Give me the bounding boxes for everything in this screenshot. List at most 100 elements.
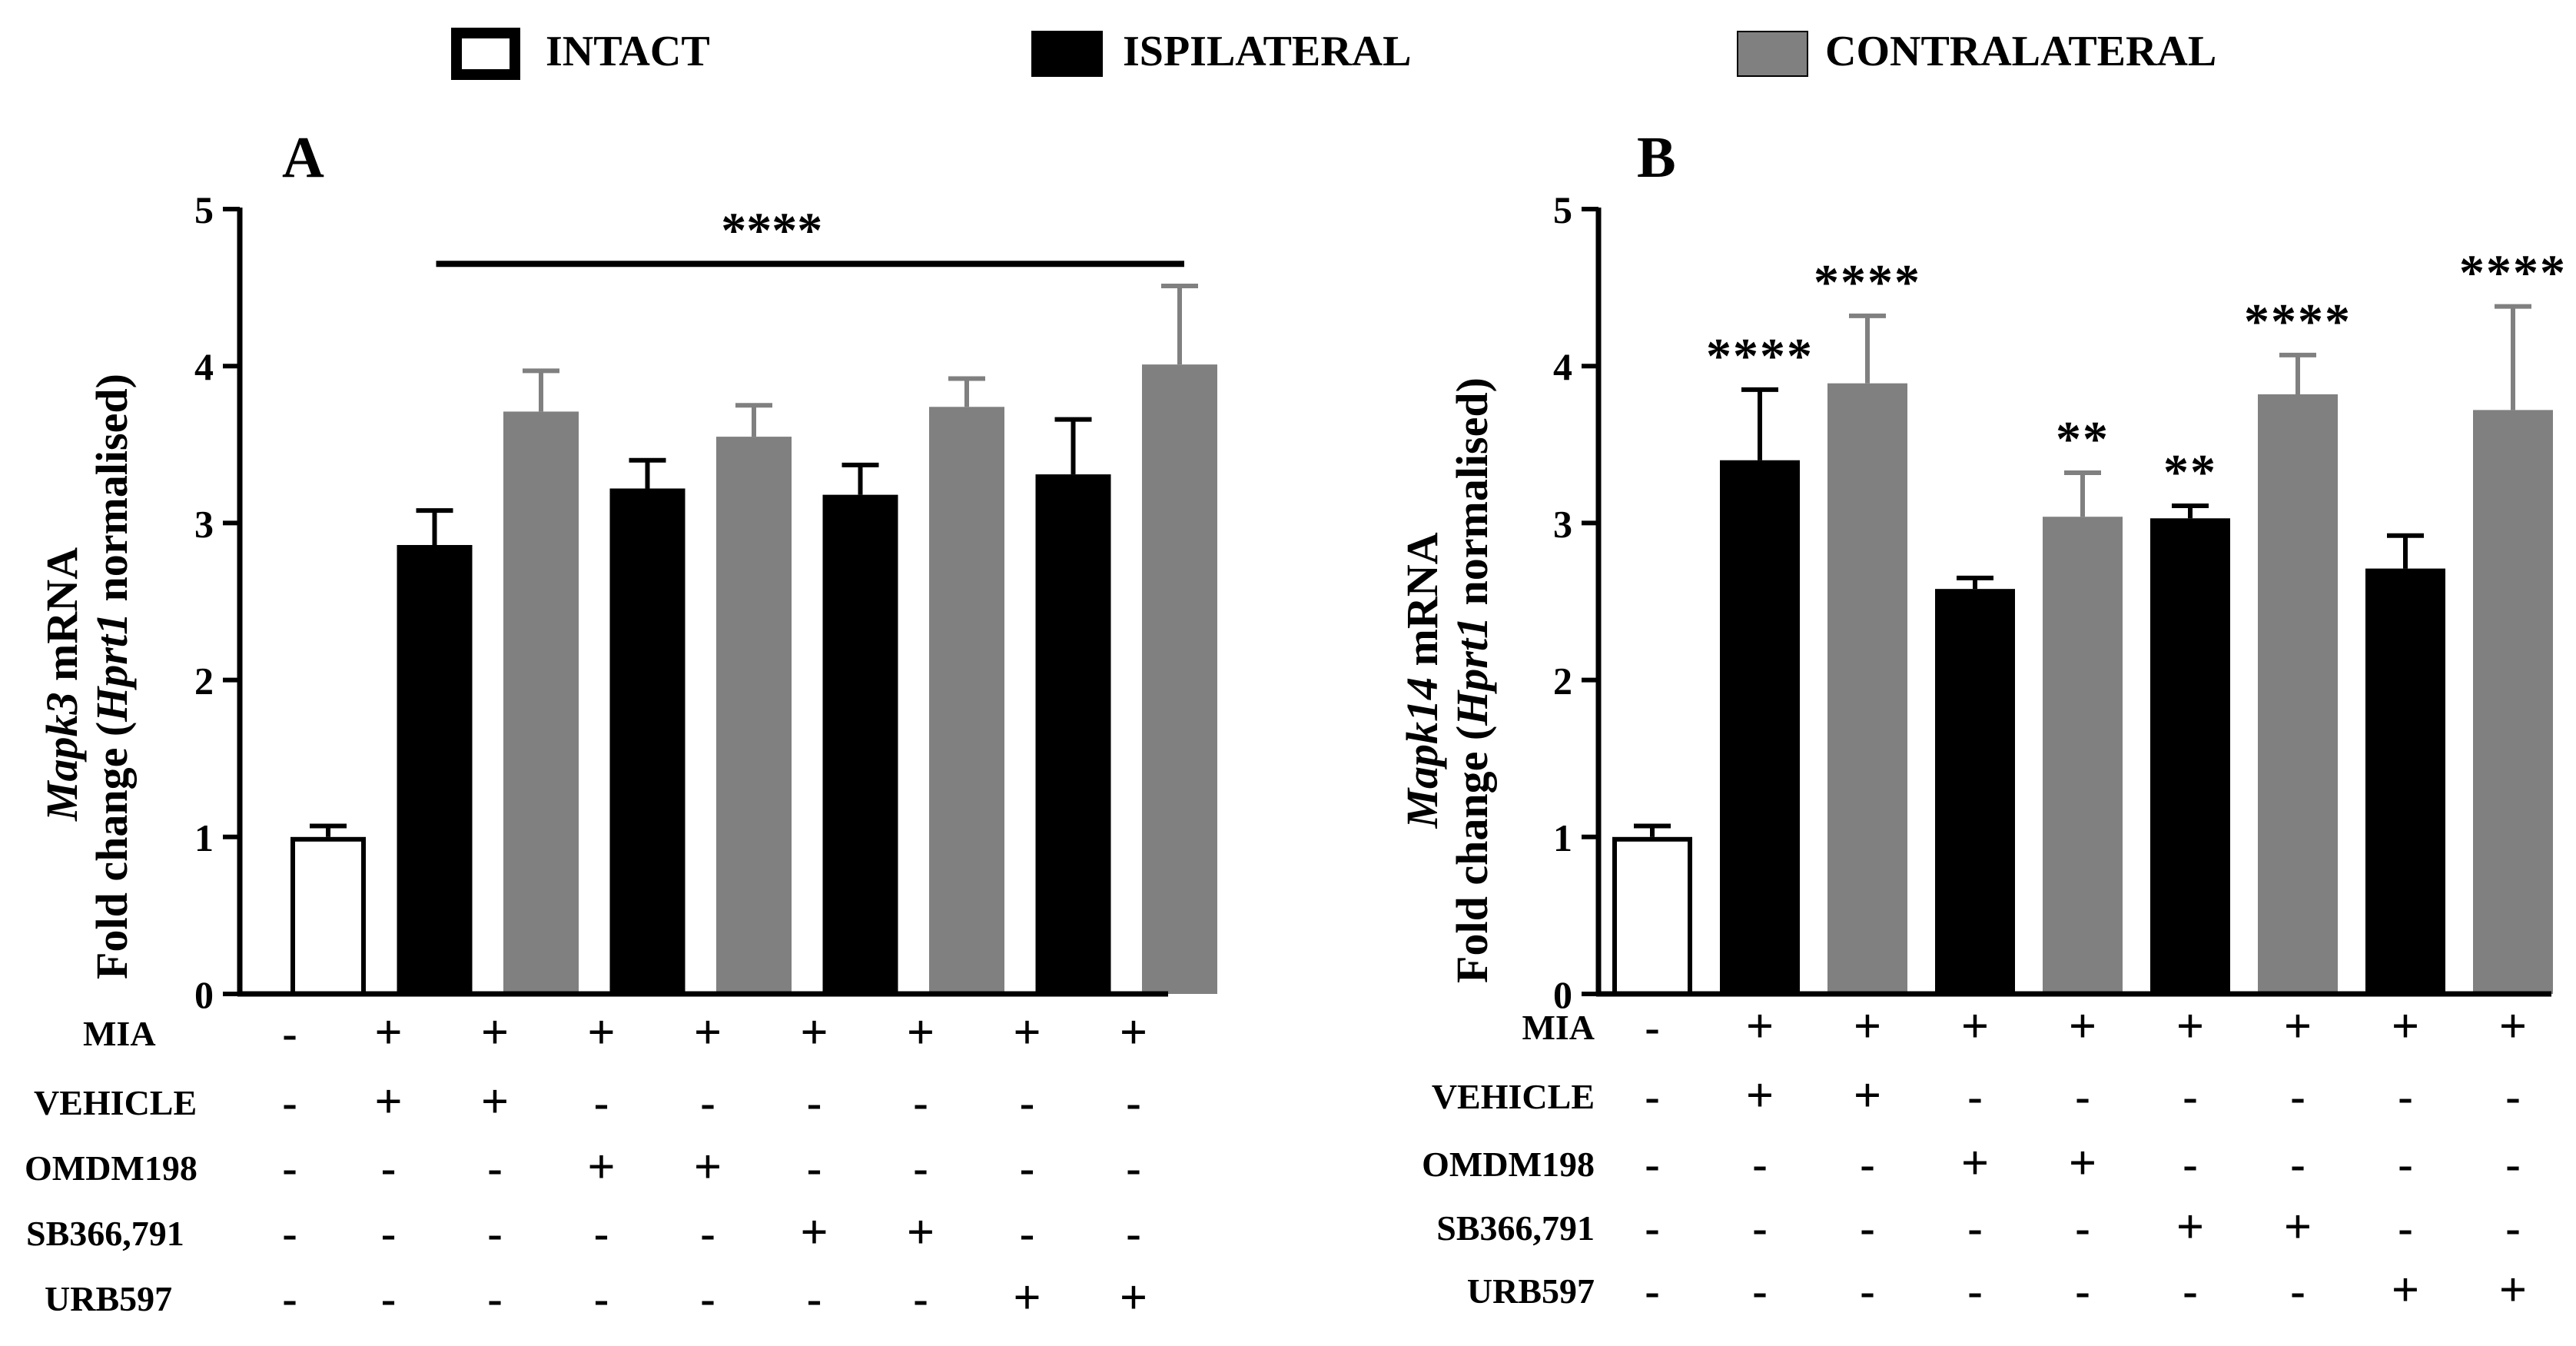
- panel-b-significance: ****: [1706, 328, 1814, 384]
- panel-a-treatment-label: SB366,791: [26, 1214, 184, 1253]
- panel-a-y-tick-label: 4: [194, 345, 214, 388]
- panel-b-treatment-sign: -: [1860, 1139, 1874, 1189]
- panel-a-y-tick-label: 0: [194, 973, 214, 1016]
- panel-a-treatment-sign: +: [907, 1005, 934, 1059]
- panel-a-treatment-table: MIA - + + + + + + + + VEHICLE - + + - - - - - - OMDM198 - - - + +…: [25, 1005, 1147, 1324]
- panel-a-bar-ipsilateral: [397, 544, 473, 994]
- panel-b-treatment-sign: -: [2398, 1139, 2412, 1189]
- panel-b-treatment-sign: +: [2069, 1135, 2096, 1190]
- panel-b-treatment-sign: -: [1967, 1072, 1982, 1122]
- panel-b: B Mapk14 mRNA Fold change (Hprt1 normali…: [1397, 125, 2567, 1317]
- panel-b-treatment-sign: -: [2398, 1203, 2412, 1253]
- panel-a-treatment-sign: -: [381, 1143, 396, 1193]
- panel-b-treatment-label: SB366,791: [1436, 1208, 1595, 1248]
- panel-a-treatment-sign: -: [282, 1078, 297, 1128]
- panel-a-treatment-sign: +: [481, 1074, 509, 1128]
- legend-label-ipsilateral: ISPILATERAL: [1123, 28, 1412, 75]
- panel-b-y-ticks: 0 1 2 3 4 5: [1553, 188, 1598, 1016]
- panel-a-treatment-sign: +: [1120, 1270, 1147, 1324]
- panel-b-ylabel-suffix: mRNA: [1397, 532, 1447, 677]
- panel-b-treatment-sign: -: [2183, 1139, 2197, 1189]
- panel-a-annotations: ****: [436, 202, 1184, 268]
- panel-b-y-tick-label: 3: [1553, 502, 1572, 545]
- panel-b-treatment-label: OMDM198: [1422, 1145, 1595, 1184]
- panel-b-treatment-sign: +: [1854, 1068, 1881, 1122]
- panel-b-treatment-sign: -: [2183, 1266, 2197, 1316]
- panel-b-treatment-sign: -: [1967, 1203, 1982, 1253]
- panel-a-treatment-sign: -: [913, 1143, 928, 1193]
- panel-a-treatment-label: MIA: [83, 1014, 156, 1053]
- panel-b-bar-ipsilateral: [2150, 518, 2230, 994]
- panel-b-treatment-sign: +: [1746, 1068, 1774, 1122]
- panel-b-treatment-label: URB597: [1467, 1271, 1595, 1311]
- panel-b-treatment-sign: -: [1967, 1266, 1982, 1316]
- panel-b-treatment-sign: -: [2505, 1139, 2520, 1189]
- legend-swatch-intact: [451, 28, 520, 80]
- legend-entry-contralateral: CONTRALATERAL: [1737, 28, 2216, 77]
- panel-a-treatment-sign: +: [1120, 1005, 1147, 1059]
- panel-a-treatment-sign: -: [913, 1078, 928, 1128]
- panel-a-treatment-sign: +: [1013, 1005, 1041, 1059]
- panel-b-treatment-sign: +: [2176, 1199, 2204, 1254]
- panel-a-treatment-sign: -: [594, 1274, 609, 1324]
- panel-b-treatment-sign: -: [1752, 1203, 1767, 1253]
- panel-b-treatment-sign: -: [2398, 1072, 2412, 1122]
- panel-b-treatment-sign: -: [2075, 1266, 2090, 1316]
- panel-b-letter: B: [1637, 125, 1676, 190]
- panel-a-ylabel-2: Fold change (Hprt1 normalised): [87, 374, 137, 979]
- panel-a-bar-contralateral: [929, 407, 1004, 994]
- panel-a-treatment-sign: +: [800, 1005, 828, 1059]
- panel-a-treatment-sign: -: [1126, 1078, 1140, 1128]
- legend-label-contralateral: CONTRALATERAL: [1825, 28, 2216, 75]
- panel-a-treatment-sign: -: [700, 1274, 715, 1324]
- panel-a-treatment-sign: -: [1020, 1078, 1034, 1128]
- panel-b-ylabel-2: Fold change (Hprt1 normalised): [1447, 377, 1497, 983]
- panel-b-y-tick-label: 1: [1553, 816, 1572, 859]
- panel-b-treatment-sign: -: [1645, 1203, 1659, 1253]
- panel-b-treatment-sign: +: [1746, 999, 1774, 1053]
- panel-b-significance: **: [2163, 444, 2217, 500]
- legend-label-intact: INTACT: [546, 28, 710, 75]
- panel-b-treatment-sign: +: [1961, 1135, 1989, 1190]
- panel-b-treatment-sign: +: [2284, 999, 2312, 1053]
- panel-a-treatment-sign: -: [1126, 1143, 1140, 1193]
- panel-a-treatment-sign: +: [694, 1139, 722, 1194]
- legend-swatch-ipsilateral: [1031, 31, 1103, 77]
- panel-b-treatment-table: MIA - + + + + + + + + VEHICLE - + + - - - - - - OMDM198 - - - + +…: [1422, 999, 2527, 1317]
- panel-b-treatment-sign: -: [2075, 1203, 2090, 1253]
- panel-a-treatment-sign: -: [807, 1274, 822, 1324]
- panel-b-significance: ****: [2459, 245, 2567, 301]
- panel-a-y-tick-label: 3: [194, 502, 214, 545]
- panel-b-y-tick-label: 0: [1553, 973, 1572, 1016]
- panel-a-treatment-sign: -: [487, 1274, 502, 1324]
- panel-a-bracket-label: ****: [721, 202, 822, 258]
- panel-b-treatment-sign: -: [1752, 1139, 1767, 1189]
- panel-b-error-bars: [1634, 304, 2531, 837]
- panel-a-bar-contralateral: [1142, 364, 1217, 995]
- panel-b-treatment-sign: -: [2290, 1266, 2305, 1316]
- panel-a-treatment-sign: -: [700, 1208, 715, 1258]
- panel-a-ylabel: Mapk3 mRNA: [37, 547, 87, 822]
- panel-b-treatment-sign: +: [2069, 999, 2096, 1053]
- panel-b-treatment-sign: -: [1645, 1139, 1659, 1189]
- panel-a-treatment-sign: +: [587, 1139, 615, 1194]
- panel-a-treatment-sign: -: [381, 1274, 396, 1324]
- panel-a-treatment-sign: +: [1013, 1270, 1041, 1324]
- panel-a-treatment-label: OMDM198: [25, 1148, 198, 1188]
- panel-b-treatment-sign: +: [2499, 999, 2527, 1053]
- panel-a-treatment-sign: -: [282, 1208, 297, 1258]
- panel-b-ylabel: Mapk14 mRNA: [1397, 532, 1447, 829]
- panel-b-bar-contralateral: [2043, 517, 2123, 994]
- panel-b-ylabel2-prefix: Fold change (: [1447, 726, 1497, 983]
- panel-a-treatment-sign: -: [487, 1143, 502, 1193]
- panel-a-letter: A: [282, 125, 324, 190]
- panel-a-ylabel-suffix: mRNA: [37, 547, 87, 693]
- panel-a-treatment-sign: -: [487, 1208, 502, 1258]
- panel-a-bar-ipsilateral: [822, 494, 898, 994]
- panel-a-treatment-sign: -: [1020, 1208, 1034, 1258]
- panel-b-treatment-sign: -: [2290, 1139, 2305, 1189]
- panel-b-bar-ipsilateral: [1935, 589, 2015, 994]
- panel-a-treatment-sign: -: [282, 1009, 297, 1059]
- panel-a-treatment-sign: -: [700, 1078, 715, 1128]
